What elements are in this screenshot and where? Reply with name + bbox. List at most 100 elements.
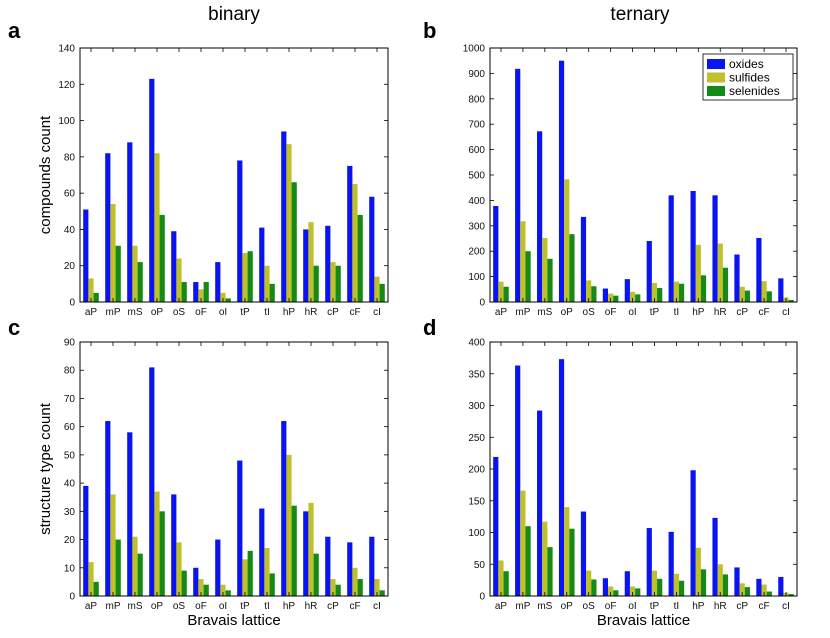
y-tick-label: 10: [64, 563, 76, 574]
bar-selenides-oF: [613, 590, 619, 596]
x-tick-label: oP: [151, 601, 164, 612]
bar-selenides-tP: [657, 288, 663, 302]
x-tick-label: hR: [305, 601, 318, 612]
bar-sulfides-tI: [264, 548, 270, 596]
x-tick-label: hP: [692, 601, 705, 612]
bar-sulfides-oF: [198, 289, 204, 302]
bar-sulfides-oP: [564, 179, 570, 302]
bar-sulfides-cP: [330, 262, 336, 302]
y-tick-label: 50: [64, 450, 76, 461]
panel-letter-a: a: [8, 18, 21, 43]
bar-sulfides-aP: [88, 562, 94, 596]
panel-b: b 0 100 200 300 400 500 600 700 800 900 1000 aP mP mS o…: [423, 18, 798, 318]
bar-sulfides-tP: [242, 253, 248, 302]
bar-selenides-cF: [357, 214, 363, 302]
x-tick-label: hP: [692, 307, 705, 318]
x-tick-label: aP: [85, 601, 98, 612]
bar-oxides-oF: [602, 288, 609, 302]
bar-selenides-oF: [613, 295, 619, 302]
bar-selenides-oF: [203, 282, 209, 302]
bar-selenides-oS: [181, 282, 187, 302]
x-tick-label: oI: [628, 601, 636, 612]
bar-oxides-tI: [259, 227, 265, 302]
y-tick-label: 50: [474, 560, 486, 571]
bar-oxides-cP: [734, 254, 740, 302]
x-tick-label: cP: [736, 307, 748, 318]
panel-letter-d: d: [423, 315, 436, 340]
x-tick-label: cF: [349, 307, 360, 318]
y-tick-label: 60: [64, 422, 76, 433]
y-tick-label: 400: [468, 338, 485, 349]
y-tick-label: 150: [468, 496, 485, 507]
x-tick-label: tI: [674, 601, 680, 612]
x-tick-label: oF: [605, 601, 617, 612]
bar-sulfides-aP: [498, 560, 504, 596]
x-tick-label: aP: [495, 307, 508, 318]
bar-sulfides-cP: [330, 579, 336, 596]
bar-oxides-cI: [369, 536, 375, 596]
bar-sulfides-hR: [717, 243, 723, 302]
y-tick-label: 700: [468, 120, 485, 131]
x-tick-label: cP: [327, 307, 339, 318]
bar-sulfides-tI: [673, 281, 679, 302]
bar-oxides-oI: [215, 539, 221, 596]
bar-selenides-cF: [766, 291, 772, 302]
x-tick-label: oS: [173, 307, 186, 318]
bar-selenides-tP: [657, 578, 663, 596]
bar-sulfides-cF: [761, 281, 767, 302]
bar-oxides-hR: [712, 195, 718, 302]
y-tick-label: 100: [58, 116, 75, 127]
bar-selenides-aP: [503, 571, 509, 596]
bar-oxides-mP: [105, 421, 111, 596]
bar-selenides-oI: [225, 298, 231, 302]
x-tick-label: tP: [650, 307, 660, 318]
x-tick-label: mP: [515, 307, 530, 318]
bar-oxides-tP: [646, 241, 652, 302]
bar-oxides-oF: [193, 567, 199, 596]
bar-oxides-mS: [537, 410, 543, 596]
bar-selenides-tP: [247, 251, 253, 302]
bar-oxides-hP: [690, 470, 696, 596]
x-tick-label: cF: [349, 601, 360, 612]
x-tick-label: oF: [195, 601, 207, 612]
bar-oxides-cP: [325, 225, 331, 302]
bar-sulfides-tP: [651, 282, 658, 302]
y-tick-label: 60: [64, 189, 76, 200]
bar-sulfides-aP: [498, 281, 504, 302]
x-tick-label: mP: [515, 601, 530, 612]
bar-oxides-tI: [259, 508, 265, 596]
bar-oxides-tP: [237, 160, 243, 302]
bar-selenides-mP: [115, 245, 121, 302]
bar-oxides-tP: [237, 460, 243, 596]
bar-sulfides-hR: [717, 564, 723, 596]
panel-d: d 0 50 100 150 200 250 300 350 400 aP mP mS oP oS oF oI t…: [423, 315, 798, 629]
bar-oxides-mS: [127, 142, 133, 302]
bar-sulfides-hP: [286, 454, 292, 596]
bar-oxides-mS: [127, 432, 133, 596]
bar-sulfides-cF: [352, 184, 358, 302]
x-tick-label: hR: [714, 307, 727, 318]
y-tick-label: 20: [64, 261, 76, 272]
bar-sulfides-oP: [154, 153, 160, 302]
y-tick-label: 500: [468, 171, 485, 182]
bar-oxides-tP: [646, 528, 652, 596]
bar-oxides-aP: [83, 209, 89, 302]
bar-selenides-hR: [313, 553, 319, 596]
y-tick-label: 800: [468, 94, 485, 105]
bar-selenides-mS: [547, 547, 553, 596]
bar-sulfides-oF: [608, 293, 614, 302]
bar-selenides-hR: [722, 267, 729, 302]
bar-oxides-oS: [171, 231, 177, 302]
x-tick-label: oS: [583, 601, 596, 612]
panel-letter-b: b: [423, 18, 436, 43]
bar-sulfides-oI: [629, 586, 636, 596]
bar-sulfides-oI: [629, 291, 636, 302]
panel-a: a 0 20 40 60 80 100 120 140 aP mP mS oP oS oF oI tP tI hP h…: [8, 18, 389, 318]
bar-oxides-cF: [347, 542, 353, 596]
bar-sulfides-oI: [220, 292, 226, 302]
x-tick-label: aP: [495, 601, 508, 612]
x-tick-label: oF: [605, 307, 617, 318]
bar-sulfides-mS: [542, 237, 548, 302]
panel-letter-c: c: [8, 315, 20, 340]
